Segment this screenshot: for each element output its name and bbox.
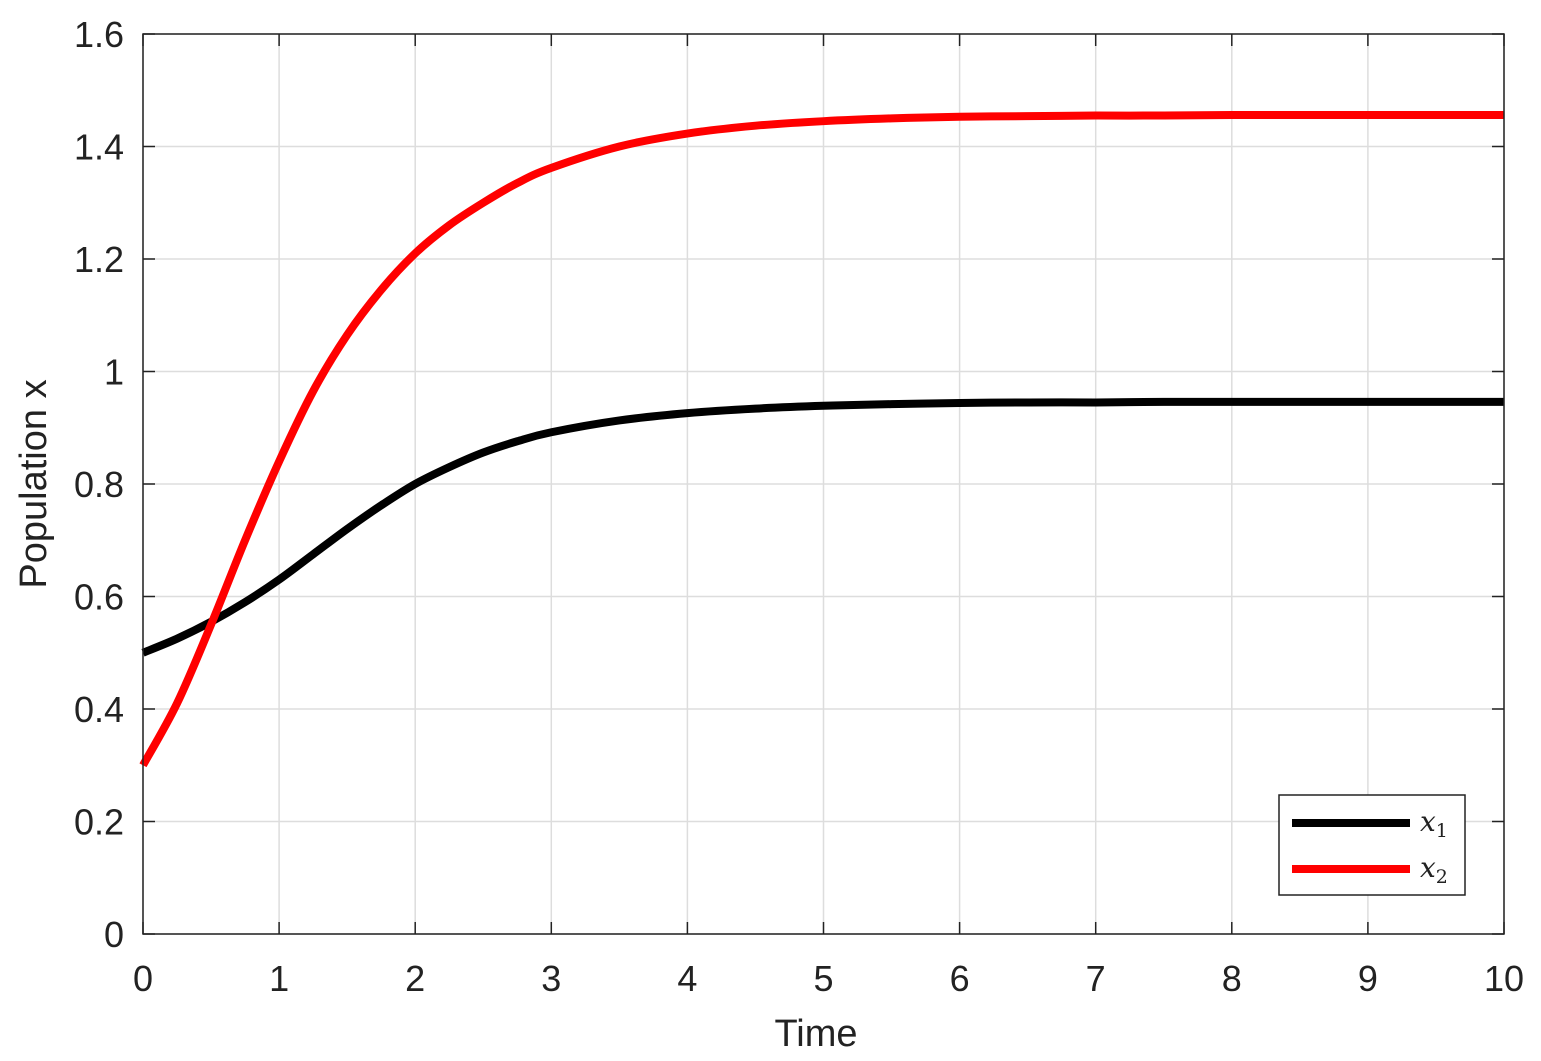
x-tick-label: 0: [133, 958, 153, 999]
y-tick-label: 1.4: [74, 127, 124, 168]
x-tick-label: 6: [950, 958, 970, 999]
x-tick-label: 1: [269, 958, 289, 999]
x-tick-label: 5: [813, 958, 833, 999]
y-tick-label: 0.8: [74, 464, 124, 505]
y-tick-label: 1.6: [74, 14, 124, 55]
legend-box: [1278, 794, 1466, 896]
series-line-2: [139, 110, 1504, 768]
x-tick-label: 8: [1222, 958, 1242, 999]
y-tick-label: 1: [104, 352, 124, 393]
ticks: [142, 33, 1505, 935]
y-tick-labels: 0 0.2 0.4 0.6 0.8 1 1.2 1.4 1.6: [74, 14, 124, 955]
y-tick-label: 1.2: [74, 239, 124, 280]
series-line-1: [141, 397, 1504, 657]
series-layer: [139, 110, 1504, 768]
x-tick-label: 7: [1086, 958, 1106, 999]
x-tick-label: 10: [1484, 958, 1524, 999]
x-tick-labels: 0 1 2 3 4 5 6 7 8 9 10: [133, 958, 1524, 999]
x-tick-label: 9: [1358, 958, 1378, 999]
y-axis-title: Population x: [13, 379, 55, 588]
legend-label-subscript: 2: [1436, 866, 1448, 888]
y-tick-label: 0.2: [74, 802, 124, 843]
y-tick-label: 0.4: [74, 689, 124, 730]
x-tick-label: 3: [541, 958, 561, 999]
legend-label-base: x: [1420, 805, 1436, 838]
y-tick-label: 0.6: [74, 577, 124, 618]
legend-label-2: x2: [1420, 851, 1448, 888]
x-tick-label: 2: [405, 958, 425, 999]
legend-label-subscript: 1: [1436, 820, 1448, 842]
legend-label-base: x: [1420, 851, 1436, 884]
x-tick-label: 4: [677, 958, 697, 999]
y-tick-label: 0: [104, 914, 124, 955]
x-axis-title: Time: [774, 1013, 857, 1055]
legend-label-1: x1: [1420, 805, 1448, 842]
